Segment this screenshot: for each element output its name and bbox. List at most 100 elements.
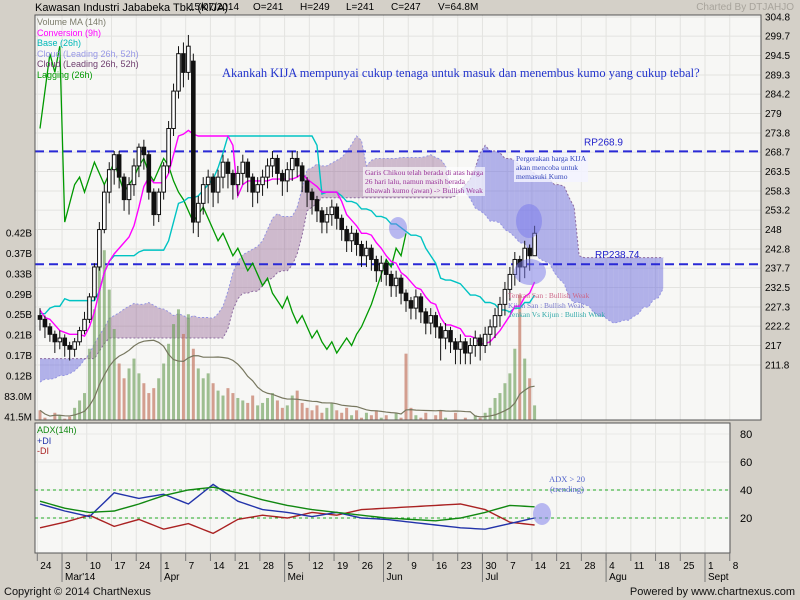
svg-text:RP238.74: RP238.74 bbox=[595, 250, 640, 261]
svg-text:Mei: Mei bbox=[288, 572, 304, 583]
quote-volume: V=64.8M bbox=[438, 2, 479, 13]
svg-text:232.5: 232.5 bbox=[765, 283, 790, 294]
svg-text:237.7: 237.7 bbox=[765, 264, 790, 275]
svg-text:21: 21 bbox=[238, 561, 250, 572]
svg-text:24: 24 bbox=[40, 561, 52, 572]
legend-adx: ADX(14h) bbox=[37, 425, 77, 435]
svg-text:7: 7 bbox=[510, 561, 516, 572]
svg-text:83.0M: 83.0M bbox=[4, 392, 32, 403]
svg-text:Jun: Jun bbox=[387, 572, 403, 583]
legend-minus-di: -DI bbox=[37, 446, 49, 456]
svg-text:16: 16 bbox=[436, 561, 448, 572]
svg-text:10: 10 bbox=[90, 561, 102, 572]
svg-text:1: 1 bbox=[708, 561, 714, 572]
svg-text:19: 19 bbox=[337, 561, 349, 572]
svg-text:30: 30 bbox=[485, 561, 497, 572]
svg-text:0.21B: 0.21B bbox=[6, 331, 32, 342]
signal-annotation: Tenkan San : Bullish Weak Kijun San : Bu… bbox=[508, 291, 606, 319]
kumo-annotation: Pergerakan harga KIJA akan mencoba untuk… bbox=[514, 153, 589, 182]
svg-text:273.8: 273.8 bbox=[765, 128, 790, 139]
svg-text:253.2: 253.2 bbox=[765, 206, 790, 217]
svg-text:Sept: Sept bbox=[708, 572, 729, 583]
svg-text:Apr: Apr bbox=[164, 572, 180, 583]
svg-text:217: 217 bbox=[765, 341, 782, 352]
svg-text:0.33B: 0.33B bbox=[6, 269, 32, 280]
quote-high: H=249 bbox=[300, 2, 330, 13]
legend-lagging: Lagging (26h) bbox=[37, 69, 93, 80]
quote-open: O=241 bbox=[253, 2, 284, 13]
header-bar: Kawasan Industri Jababeka Tbk. (KIJA) 15… bbox=[0, 0, 800, 15]
svg-text:263.5: 263.5 bbox=[765, 167, 790, 178]
svg-text:12: 12 bbox=[312, 561, 324, 572]
adx-legend: ADX(14h) +DI -DI bbox=[37, 425, 77, 457]
legend-volume-ma: Volume MA (14h) bbox=[37, 17, 107, 27]
svg-text:289.3: 289.3 bbox=[765, 70, 790, 81]
svg-text:5: 5 bbox=[288, 561, 294, 572]
svg-text:2: 2 bbox=[387, 561, 393, 572]
svg-text:18: 18 bbox=[659, 561, 671, 572]
svg-text:14: 14 bbox=[535, 561, 547, 572]
svg-text:80: 80 bbox=[740, 429, 752, 441]
instrument-title: Kawasan Industri Jababeka Tbk. (KIJA) bbox=[35, 2, 229, 14]
svg-text:Agu: Agu bbox=[609, 572, 627, 583]
svg-text:24: 24 bbox=[139, 561, 151, 572]
legend-cloud-light: Cloud (Leading 26h, 52h) bbox=[37, 48, 139, 59]
svg-text:40: 40 bbox=[740, 485, 752, 497]
svg-text:8: 8 bbox=[733, 561, 739, 572]
headline-annotation: Akankah KIJA mempunyai cukup tenaga untu… bbox=[222, 66, 700, 80]
svg-text:0.17B: 0.17B bbox=[6, 351, 32, 362]
svg-text:41.5M: 41.5M bbox=[4, 412, 32, 423]
svg-text:268.7: 268.7 bbox=[765, 148, 790, 159]
svg-text:Jul: Jul bbox=[485, 572, 498, 583]
svg-text:299.7: 299.7 bbox=[765, 32, 790, 43]
svg-text:17: 17 bbox=[114, 561, 126, 572]
svg-text:7: 7 bbox=[189, 561, 195, 572]
chikou-annotation: Garis Chikou telah berada di atas harga … bbox=[363, 167, 486, 196]
svg-text:294.5: 294.5 bbox=[765, 51, 790, 62]
svg-text:25: 25 bbox=[683, 561, 695, 572]
adx-annotation: ADX > 20 (trending) bbox=[549, 474, 585, 494]
legend-plus-di: +DI bbox=[37, 435, 52, 446]
svg-text:23: 23 bbox=[461, 561, 473, 572]
svg-text:0.37B: 0.37B bbox=[6, 249, 32, 260]
svg-text:222.2: 222.2 bbox=[765, 322, 790, 333]
footer-bar: Copyright © 2014 ChartNexus Powered by w… bbox=[0, 585, 800, 600]
svg-text:28: 28 bbox=[584, 561, 596, 572]
quote-close: C=247 bbox=[391, 2, 421, 13]
powered-by-link[interactable]: Powered by www.chartnexus.com bbox=[629, 586, 795, 598]
svg-text:227.3: 227.3 bbox=[765, 302, 790, 313]
svg-text:0.42B: 0.42B bbox=[6, 228, 32, 239]
svg-text:21: 21 bbox=[560, 561, 572, 572]
svg-text:258.3: 258.3 bbox=[765, 186, 790, 197]
svg-text:284.2: 284.2 bbox=[765, 90, 790, 101]
svg-text:14: 14 bbox=[213, 561, 225, 572]
svg-text:RP268.9: RP268.9 bbox=[584, 137, 623, 148]
svg-text:242.8: 242.8 bbox=[765, 244, 790, 255]
svg-text:9: 9 bbox=[411, 561, 417, 572]
svg-text:304.8: 304.8 bbox=[765, 13, 790, 24]
svg-text:11: 11 bbox=[634, 561, 645, 572]
svg-text:60: 60 bbox=[740, 457, 752, 469]
svg-text:20: 20 bbox=[740, 513, 752, 525]
svg-text:4: 4 bbox=[609, 561, 615, 572]
svg-text:211.8: 211.8 bbox=[765, 360, 790, 371]
quote-date: 15/07/2014 bbox=[189, 2, 240, 13]
svg-text:26: 26 bbox=[362, 561, 374, 572]
svg-text:248: 248 bbox=[765, 225, 782, 236]
copyright-text: Copyright © 2014 ChartNexus bbox=[4, 586, 151, 598]
legend-cloud-dark: Cloud (Leading 26h, 52h) bbox=[37, 59, 139, 69]
svg-text:279: 279 bbox=[765, 109, 782, 120]
svg-text:0.12B: 0.12B bbox=[6, 372, 32, 383]
svg-text:28: 28 bbox=[263, 561, 275, 572]
quote-low: L=241 bbox=[346, 2, 375, 13]
svg-text:3: 3 bbox=[65, 561, 71, 572]
svg-text:Mar'14: Mar'14 bbox=[65, 572, 96, 583]
legend-conversion: Conversion (9h) bbox=[37, 27, 102, 38]
svg-text:1: 1 bbox=[164, 561, 170, 572]
charted-by-credit: Charted By DTJAHJO bbox=[696, 2, 794, 13]
svg-text:0.29B: 0.29B bbox=[6, 290, 32, 301]
svg-text:0.25B: 0.25B bbox=[6, 310, 32, 321]
legend-base: Base (26h) bbox=[37, 38, 82, 48]
